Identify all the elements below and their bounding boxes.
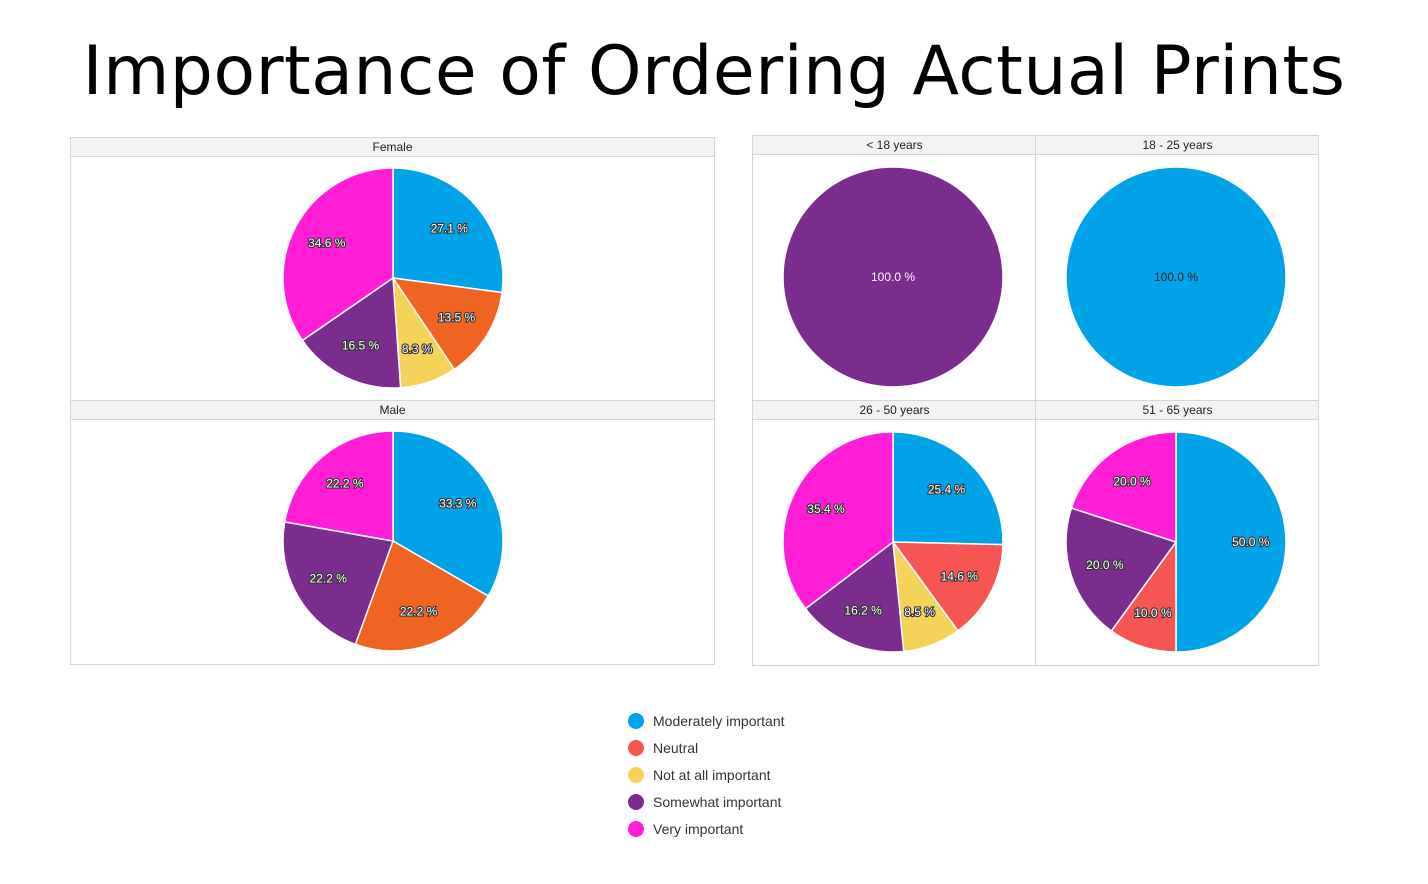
legend-swatch [628,712,644,729]
age-18-25-panel-title: 18 - 25 years [1142,138,1213,152]
legend-swatch [628,766,644,783]
age-panel-top-divider [1035,136,1036,400]
legend-item-somewhat-important[interactable]: Somewhat important [628,788,888,815]
pie-slice-value-label: 100.0 % [1154,270,1198,284]
legend-label: Very important [653,820,744,837]
legend-label: Somewhat important [653,793,782,810]
pie-slice-value-label: 33.3 % [439,497,477,511]
pie-slice-value-label: 22.2 % [326,477,364,491]
under-18-pie-chart: 100.0 % [782,166,1004,388]
pie-slice-very-important[interactable] [282,167,394,342]
age-26-50-pie-chart: 25.4 % 14.6 % 8.5 % 16.2 % 35.4 % [782,431,1004,653]
pie-slice-value-label: 25.4 % [928,483,966,497]
pie-slice-value-label: 100.0 % [871,270,915,284]
pie-slice-neutral[interactable] [354,539,490,652]
legend-label: Neutral [653,739,699,756]
pie-slice-very-important[interactable] [1070,431,1177,544]
pie-slice-value-label: 13.5 % [438,310,476,324]
pie-slice-value-label: 20.0 % [1113,474,1151,488]
pie-slice-value-label: 20.0 % [1086,558,1124,572]
legend-label: Not at all important [653,766,771,783]
pie-slice-somewhat-important[interactable] [804,540,905,653]
under-18-panel-title: < 18 years [866,138,923,152]
pie-slice-moderately-important[interactable] [1175,431,1287,653]
age-panel-bottom-divider [1035,401,1036,665]
pie-slice-neutral[interactable] [891,541,1004,632]
pie-slice-moderately-important[interactable] [892,431,1004,546]
pie-slice-moderately-important[interactable] [1065,166,1287,388]
pie-slice-value-label: 16.5 % [342,338,380,352]
age-51-65-panel-title: 51 - 65 years [1142,403,1213,417]
female-pie-chart: 27.1 % 13.5 % 8.3 % 16.5 % 34.6 % [282,167,504,389]
legend-item-not-at-all-important[interactable]: Not at all important [628,761,888,788]
legend-swatch [628,739,644,756]
age-18-25-pie-chart: 100.0 % [1065,166,1287,388]
age-26-50-panel-title: 26 - 50 years [859,403,930,417]
legend-item-moderately-important[interactable]: Moderately important [628,707,888,734]
pie-slice-somewhat-important[interactable] [301,276,402,389]
pie-slice-somewhat-important[interactable] [782,166,1004,388]
pie-slice-value-label: 35.4 % [807,502,845,516]
pie-slice-value-label: 8.3 % [402,342,433,356]
pie-slice-value-label: 16.2 % [844,604,882,618]
legend-item-neutral[interactable]: Neutral [628,734,888,761]
pie-slice-value-label: 34.6 % [308,236,346,250]
pie-slice-moderately-important[interactable] [392,430,504,598]
legend-swatch [628,820,644,837]
age-51-65-pie-chart: 50.0 % 10.0 % 20.0 % 20.0 % [1065,431,1287,653]
legend-label: Moderately important [653,712,785,729]
pie-slice-value-label: 14.6 % [941,570,979,584]
pie-slice-value-label: 10.0 % [1134,606,1172,620]
pie-slice-value-label: 50.0 % [1232,535,1270,549]
pie-slice-moderately-important[interactable] [392,167,504,294]
pie-slice-value-label: 22.2 % [400,604,438,618]
pie-slice-somewhat-important[interactable] [1065,507,1178,633]
pie-slice-very-important[interactable] [782,431,894,610]
pie-slice-very-important[interactable] [283,430,394,542]
legend: Moderately important Neutral Not at all … [628,707,888,842]
pie-slice-neutral[interactable] [391,277,503,371]
legend-swatch [628,793,644,810]
pie-slice-somewhat-important[interactable] [282,521,395,646]
pie-slice-value-label: 27.1 % [431,222,469,236]
male-panel-title: Male [71,401,714,420]
page-title: Importance of Ordering Actual Prints [82,32,1346,111]
legend-item-very-important[interactable]: Very important [628,815,888,842]
female-panel-title: Female [71,138,714,157]
pie-slice-value-label: 22.2 % [310,571,348,585]
male-pie-chart: 33.3 % 22.2 % 22.2 % 22.2 % [282,430,504,652]
pie-slice-value-label: 8.5 % [904,605,935,619]
